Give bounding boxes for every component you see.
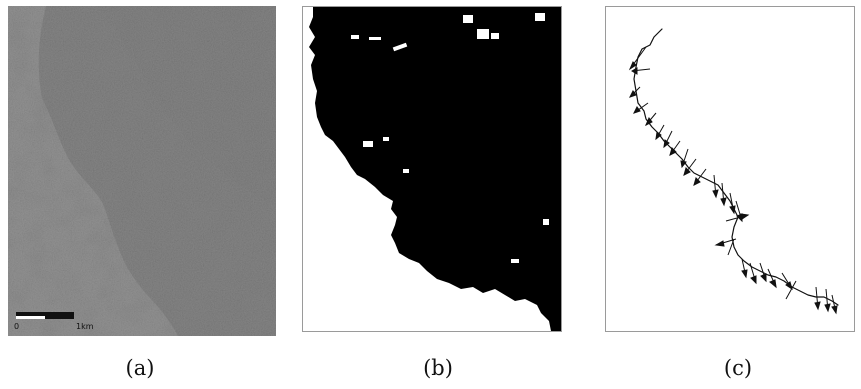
scale-bar-end-label: 1km: [76, 322, 94, 331]
satellite-image: 0 1km: [8, 6, 276, 336]
caption-c: (c): [723, 356, 753, 380]
direction-arrows: [628, 46, 838, 315]
satellite-image-panel: 0 1km: [8, 6, 276, 336]
binary-mask-panel: [302, 6, 562, 332]
boundary-vector-plot: [628, 28, 839, 315]
scale-bar-start-label: 0: [14, 322, 19, 331]
scale-bar: 0 1km: [14, 312, 94, 331]
binary-mask: [309, 7, 561, 331]
boundary-curve: [633, 28, 839, 306]
boundary-vector-panel: [605, 6, 855, 332]
caption-b: (b): [423, 356, 453, 380]
caption-a: (a): [125, 356, 155, 380]
